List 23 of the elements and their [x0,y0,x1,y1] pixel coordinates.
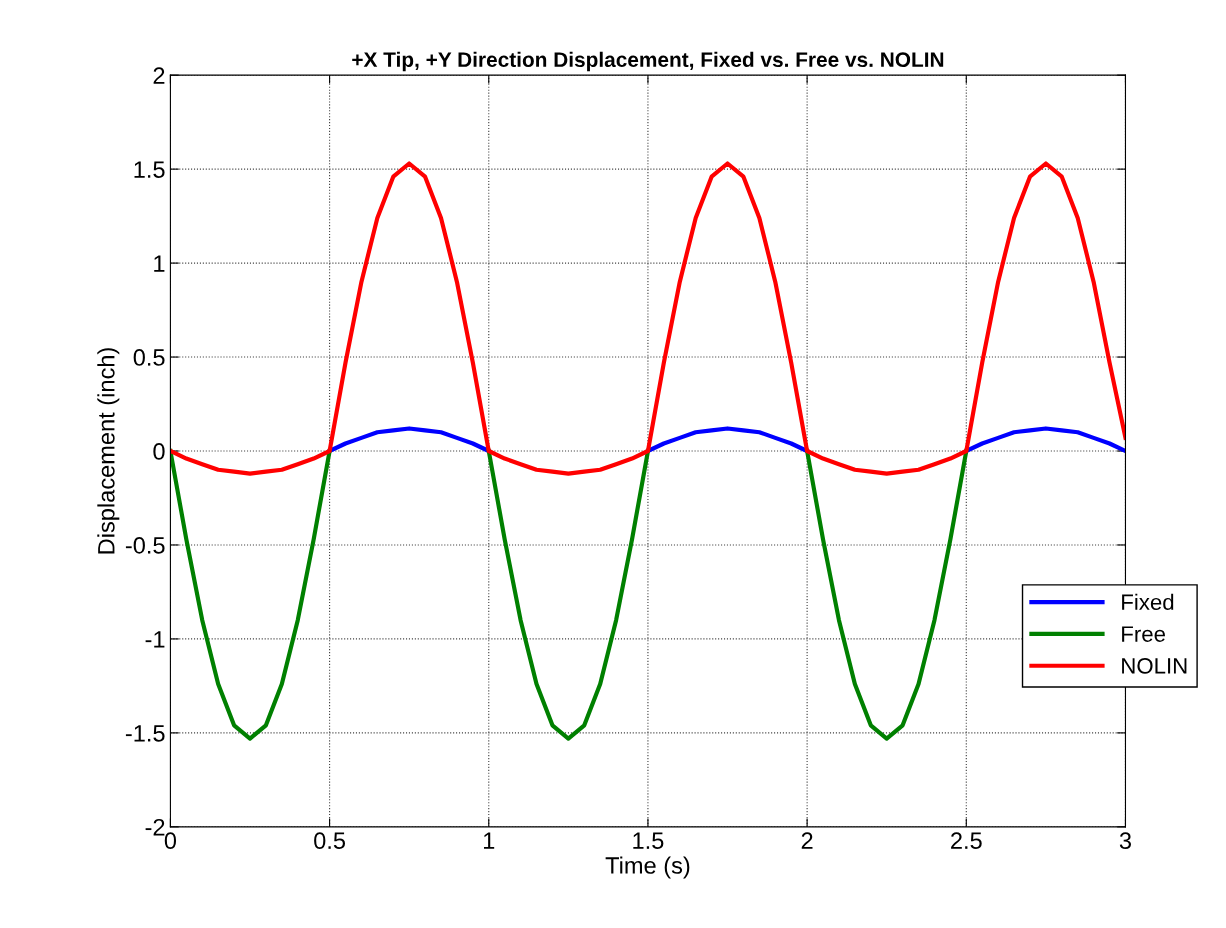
legend-label: Free [1122,626,1165,642]
y-axis-title: Displacement (inch) [97,348,120,554]
legend-label: NOLIN [1122,657,1187,674]
chart-title: +X Tip, +Y Direction Displacement, Fixed vs. Free vs. NOLIN [352,51,944,72]
y-tick-label: -1 [145,631,165,648]
y-tick-label: 0.5 [133,349,165,366]
y-tick-label: 1.5 [134,161,165,178]
x-tick-label: 1 [484,832,495,849]
y-tick-label: 2 [153,67,165,84]
y-tick-label: -0.5 [125,537,165,554]
y-tick-label: 0 [153,443,165,460]
x-tick-label: 0 [164,832,177,850]
line-series [170,161,1126,476]
x-tick-label: 2 [801,832,813,849]
y-tick-label: -2 [145,818,165,836]
legend-label: Fixed [1122,593,1174,611]
x-axis-title: Time (s) [605,856,690,879]
y-tick-label: -1.5 [125,725,165,742]
y-tick-label: 1 [154,255,165,272]
x-tick-label: 0.5 [314,832,346,850]
x-tick-label: 1.5 [633,832,664,850]
x-tick-label: 3 [1119,832,1131,850]
x-tick-label: 2.5 [951,832,982,850]
